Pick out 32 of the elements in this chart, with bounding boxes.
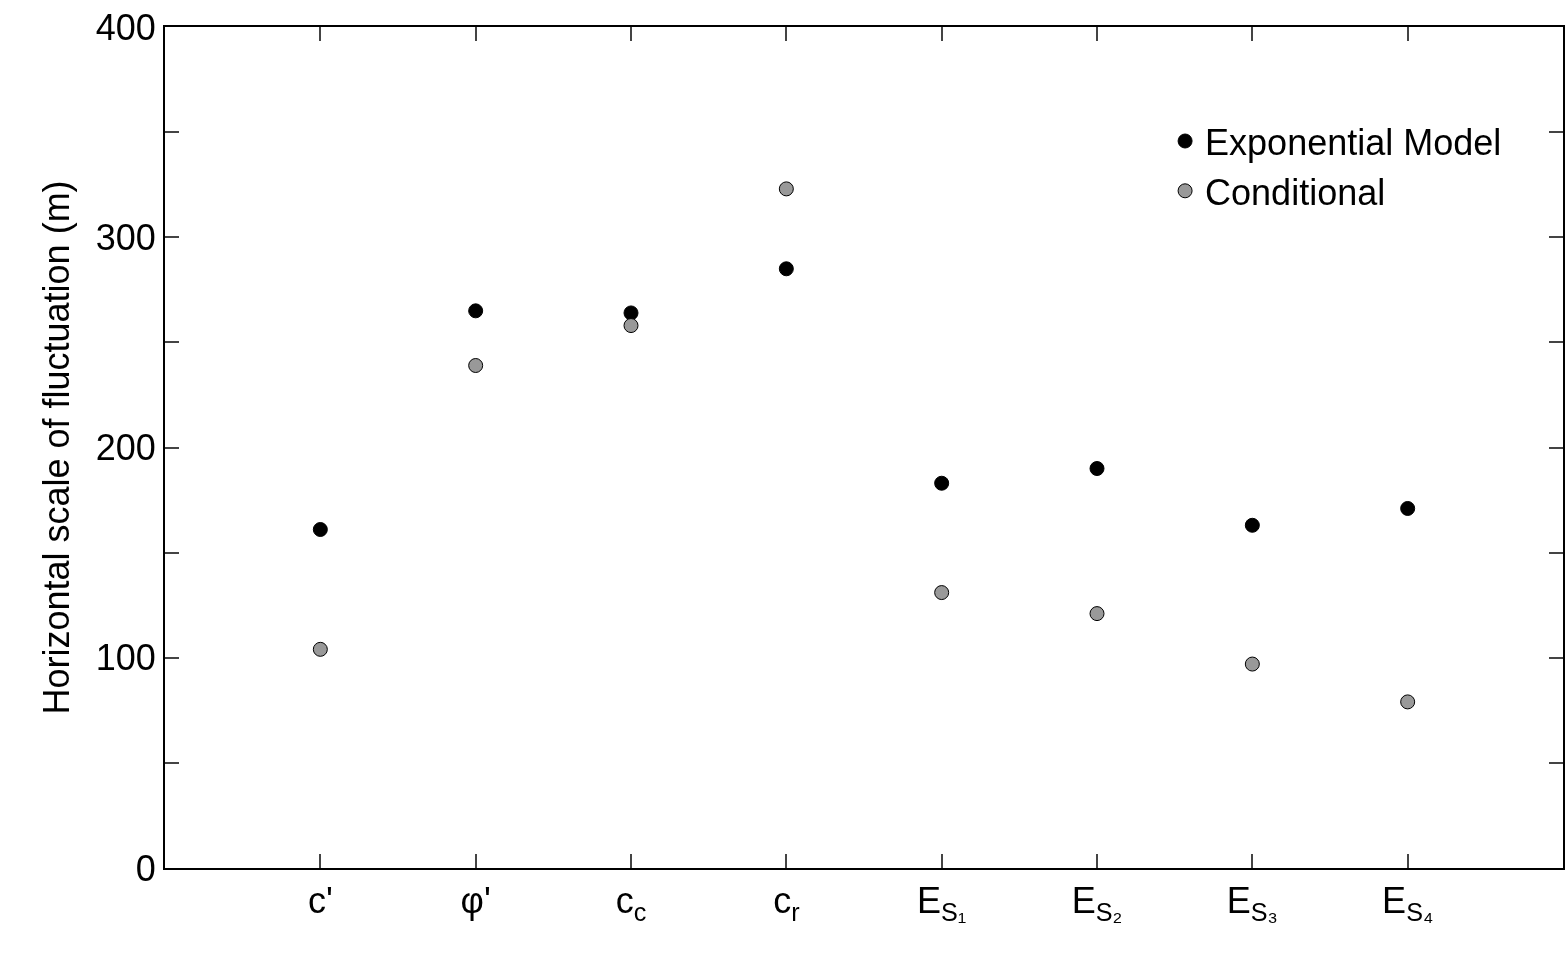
point: [312, 641, 328, 657]
point: [934, 585, 950, 601]
y-tick-label: 400: [95, 6, 156, 48]
point: [1244, 517, 1260, 533]
point: [623, 305, 639, 321]
x-tick-label: E$_{S₃}$: [1226, 880, 1278, 926]
x-tick-label: E$_{S₁}$: [917, 880, 967, 926]
point: [778, 261, 794, 277]
x-tick-label: c$_{r}$: [773, 880, 800, 926]
y-tick-label: 200: [95, 427, 156, 469]
point: [468, 303, 484, 319]
point: [623, 318, 639, 334]
point: [778, 181, 794, 197]
y-axis-title: Horizontal scale of fluctuation (m): [36, 180, 78, 715]
x-tick-label: c': [307, 880, 333, 922]
point: [934, 475, 950, 491]
point: [312, 522, 328, 537]
y-tick-label: 100: [95, 637, 156, 679]
x-tick-label: c$_{c}$: [615, 880, 647, 926]
point: [468, 358, 484, 373]
x-tick-label: E$_{S₄}$: [1382, 880, 1434, 926]
point: [1089, 461, 1105, 477]
point: [1400, 500, 1416, 516]
legend-label: Conditional: [1205, 171, 1386, 213]
point: [1400, 694, 1416, 710]
point: [1089, 606, 1105, 622]
y-tick-label: 300: [95, 216, 156, 258]
y-tick-label: 0: [135, 847, 156, 889]
legend-label: Exponential Model: [1205, 122, 1502, 164]
x-tick-label: E$_{S₂}$: [1071, 880, 1123, 926]
x-tick-label: φ': [460, 880, 491, 922]
point: [1244, 656, 1260, 672]
